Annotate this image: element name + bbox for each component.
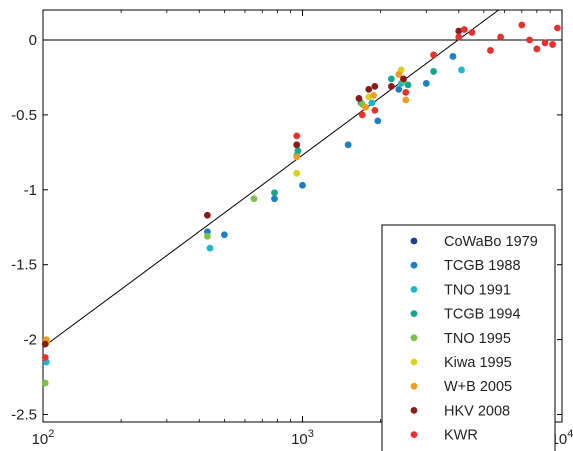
- legend-marker: [410, 407, 418, 414]
- data-point: [487, 47, 494, 54]
- data-point: [402, 96, 410, 104]
- legend-marker: [410, 286, 418, 293]
- data-point: [203, 211, 211, 219]
- data-point: [299, 181, 306, 189]
- x-tick-label: 102: [32, 428, 55, 448]
- data-point: [404, 81, 412, 89]
- legend-marker: [410, 358, 418, 366]
- data-point: [395, 86, 403, 93]
- data-point: [344, 141, 352, 149]
- fit-line: [43, 10, 499, 348]
- data-point: [468, 29, 476, 36]
- data-point: [541, 39, 549, 47]
- y-tick-label: -2: [24, 332, 37, 349]
- y-tick-label: -1.5: [11, 257, 37, 274]
- data-point: [430, 68, 437, 75]
- data-point: [368, 99, 376, 107]
- legend-label: HKV 2008: [444, 403, 510, 419]
- data-point: [395, 71, 403, 78]
- legend-label: TNO 1995: [444, 331, 511, 347]
- data-point: [362, 103, 369, 111]
- data-point: [358, 111, 366, 119]
- data-point: [371, 83, 379, 90]
- data-point: [371, 106, 379, 114]
- data-point: [293, 169, 301, 177]
- data-point: [41, 340, 49, 348]
- data-point: [206, 244, 214, 252]
- data-point: [293, 141, 301, 149]
- data-point: [549, 41, 557, 48]
- legend-label: Kiwa 1995: [444, 355, 512, 371]
- data-point: [41, 354, 49, 361]
- y-tick-label: -2.5: [11, 407, 37, 424]
- data-point: [41, 379, 49, 387]
- legend-marker: [410, 310, 418, 317]
- data-point: [220, 231, 228, 239]
- legend-marker: [410, 261, 418, 269]
- data-point: [497, 33, 505, 41]
- data-point: [400, 75, 407, 83]
- data-point: [293, 153, 301, 161]
- legend-marker: [410, 431, 418, 438]
- data-point: [422, 80, 430, 87]
- data-point: [455, 33, 463, 41]
- y-tick-label: -1: [24, 182, 37, 199]
- legend-label: KWR: [444, 428, 478, 444]
- data-point: [526, 36, 533, 44]
- legend-marker: [410, 334, 418, 342]
- legend-label: W+B 2005: [444, 379, 512, 395]
- data-point: [402, 89, 410, 96]
- data-point: [271, 189, 278, 197]
- data-point: [370, 91, 378, 99]
- legend-marker: [410, 237, 418, 245]
- data-point: [460, 26, 468, 33]
- data-points: [41, 21, 561, 387]
- data-point: [387, 83, 395, 90]
- legend-label: TCGB 1994: [444, 307, 521, 323]
- data-point: [533, 45, 541, 53]
- legend: CoWaBo 1979 TCGB 1988 TNO 1991 TCGB 1994 TNO…: [381, 224, 556, 451]
- data-point: [250, 195, 258, 203]
- data-point: [203, 232, 211, 240]
- data-point: [458, 66, 465, 74]
- data-point: [293, 132, 301, 140]
- legend-label: TNO 1991: [444, 282, 511, 298]
- data-point: [374, 117, 382, 125]
- data-point: [387, 75, 395, 83]
- data-point: [518, 21, 526, 29]
- data-point: [271, 195, 278, 203]
- data-point: [365, 86, 373, 93]
- reference-lines: [43, 10, 562, 348]
- data-point: [294, 147, 302, 155]
- y-tick-label: -0.5: [11, 107, 37, 124]
- y-tick-label: 0: [29, 32, 37, 49]
- legend-marker: [410, 382, 418, 390]
- data-point: [430, 51, 437, 59]
- data-point: [455, 27, 463, 35]
- data-point: [553, 24, 561, 32]
- x-tick-label: 103: [291, 428, 314, 448]
- data-point: [449, 53, 457, 60]
- legend-label: TCGB 1988: [444, 258, 521, 274]
- legend-label: CoWaBo 1979: [444, 234, 538, 250]
- data-point: [355, 94, 363, 102]
